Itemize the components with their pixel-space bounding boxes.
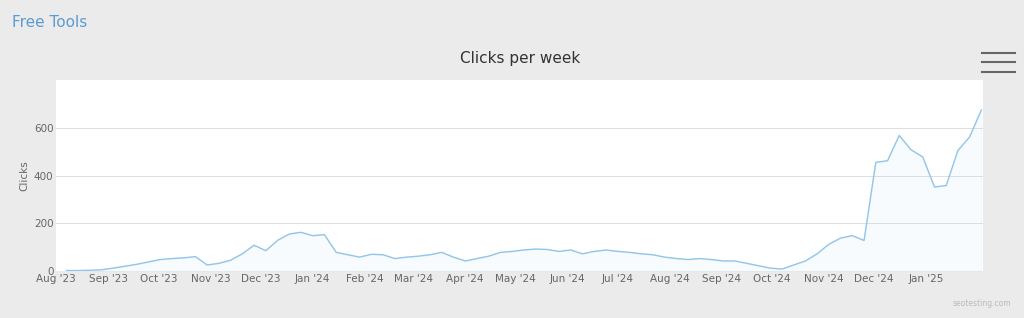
Text: Free Tools: Free Tools — [12, 15, 87, 30]
Text: seotesting.com: seotesting.com — [952, 299, 1012, 308]
Y-axis label: Clicks: Clicks — [19, 160, 30, 191]
Text: Clicks per week: Clicks per week — [460, 51, 580, 66]
